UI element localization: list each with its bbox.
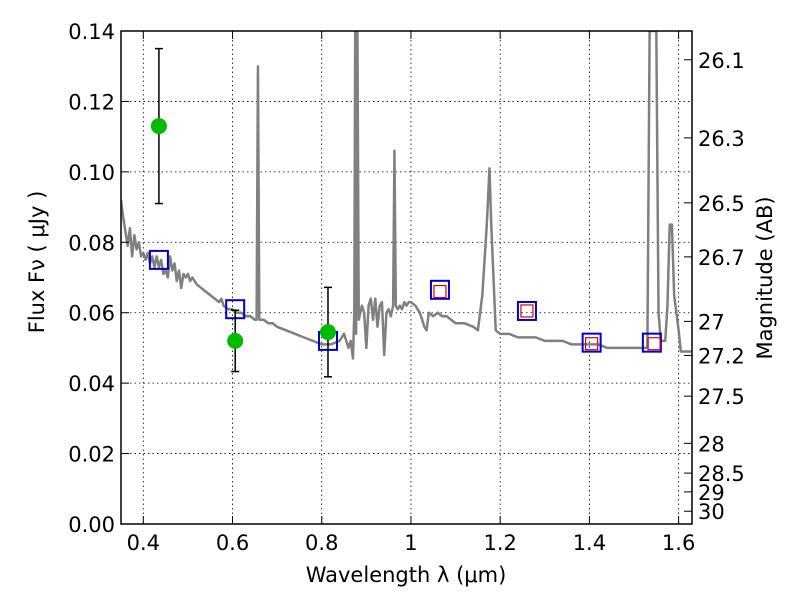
x-tick-label: 0.6 xyxy=(216,531,249,555)
y-tick-label: 0.14 xyxy=(68,20,115,44)
x-tick-label: 1.2 xyxy=(483,531,516,555)
axis-ticks: 0.4 0.6 0.8 1 1.2 1.4 1.6 0.00 0.02 0.04 0.06 0.08 0… xyxy=(68,20,745,555)
x-tick-label: 1.6 xyxy=(662,531,695,555)
y-tick-label: 0.06 xyxy=(68,302,115,326)
y-tick-label: 0.08 xyxy=(68,231,115,255)
model-photometry-marker xyxy=(581,332,602,353)
right-tick-label: 27.5 xyxy=(698,385,745,409)
right-tick-label: 26.7 xyxy=(698,246,745,270)
right-tick-label: 27 xyxy=(698,310,725,334)
right-tick-label: 28.5 xyxy=(698,462,745,486)
ir-photometry-marker xyxy=(585,337,599,351)
x-tick-label: 0.8 xyxy=(305,531,338,555)
x-tick-label: 0.4 xyxy=(127,531,160,555)
observed-flux-point xyxy=(227,332,244,349)
observed-flux-point xyxy=(319,324,336,341)
ir-photometry-marker xyxy=(647,337,661,351)
right-axis-label: Magnitude (AB) xyxy=(753,196,777,359)
right-tick-label: 29 xyxy=(698,481,725,505)
x-tick-label: 1 xyxy=(404,531,417,555)
data-markers xyxy=(148,47,662,378)
right-tick-label: 26.1 xyxy=(698,49,745,73)
ir-photometry-marker xyxy=(433,284,447,299)
right-tick-label: 28 xyxy=(698,432,725,456)
plot-frame xyxy=(120,30,693,525)
x-tick-label: 1.4 xyxy=(573,531,606,555)
model-photometry-marker xyxy=(148,249,169,270)
model-spectrum-layer xyxy=(121,31,692,360)
y-tick-label: 0.04 xyxy=(68,372,115,396)
ir-photometry-marker xyxy=(520,304,534,318)
grid-lines xyxy=(121,30,692,525)
right-tick-label: 30 xyxy=(698,500,725,524)
y-tick-label: 0.10 xyxy=(68,161,115,185)
y-tick-label: 0.02 xyxy=(68,443,115,467)
observed-flux-point xyxy=(150,118,167,135)
right-tick-label: 26.5 xyxy=(698,192,745,216)
x-axis-label: Wavelength λ (μm) xyxy=(306,563,507,587)
model-photometry-marker xyxy=(641,332,662,353)
model-photometry-marker xyxy=(516,300,537,321)
y-tick-label: 0.00 xyxy=(68,513,115,537)
right-tick-label: 26.3 xyxy=(698,127,745,151)
y-axis-label: Flux Fν ( μJy ) xyxy=(25,191,49,334)
model-spectrum-line xyxy=(121,31,692,360)
y-tick-label: 0.12 xyxy=(68,90,115,114)
right-tick-label: 27.2 xyxy=(698,344,745,368)
model-photometry-marker xyxy=(429,279,450,300)
